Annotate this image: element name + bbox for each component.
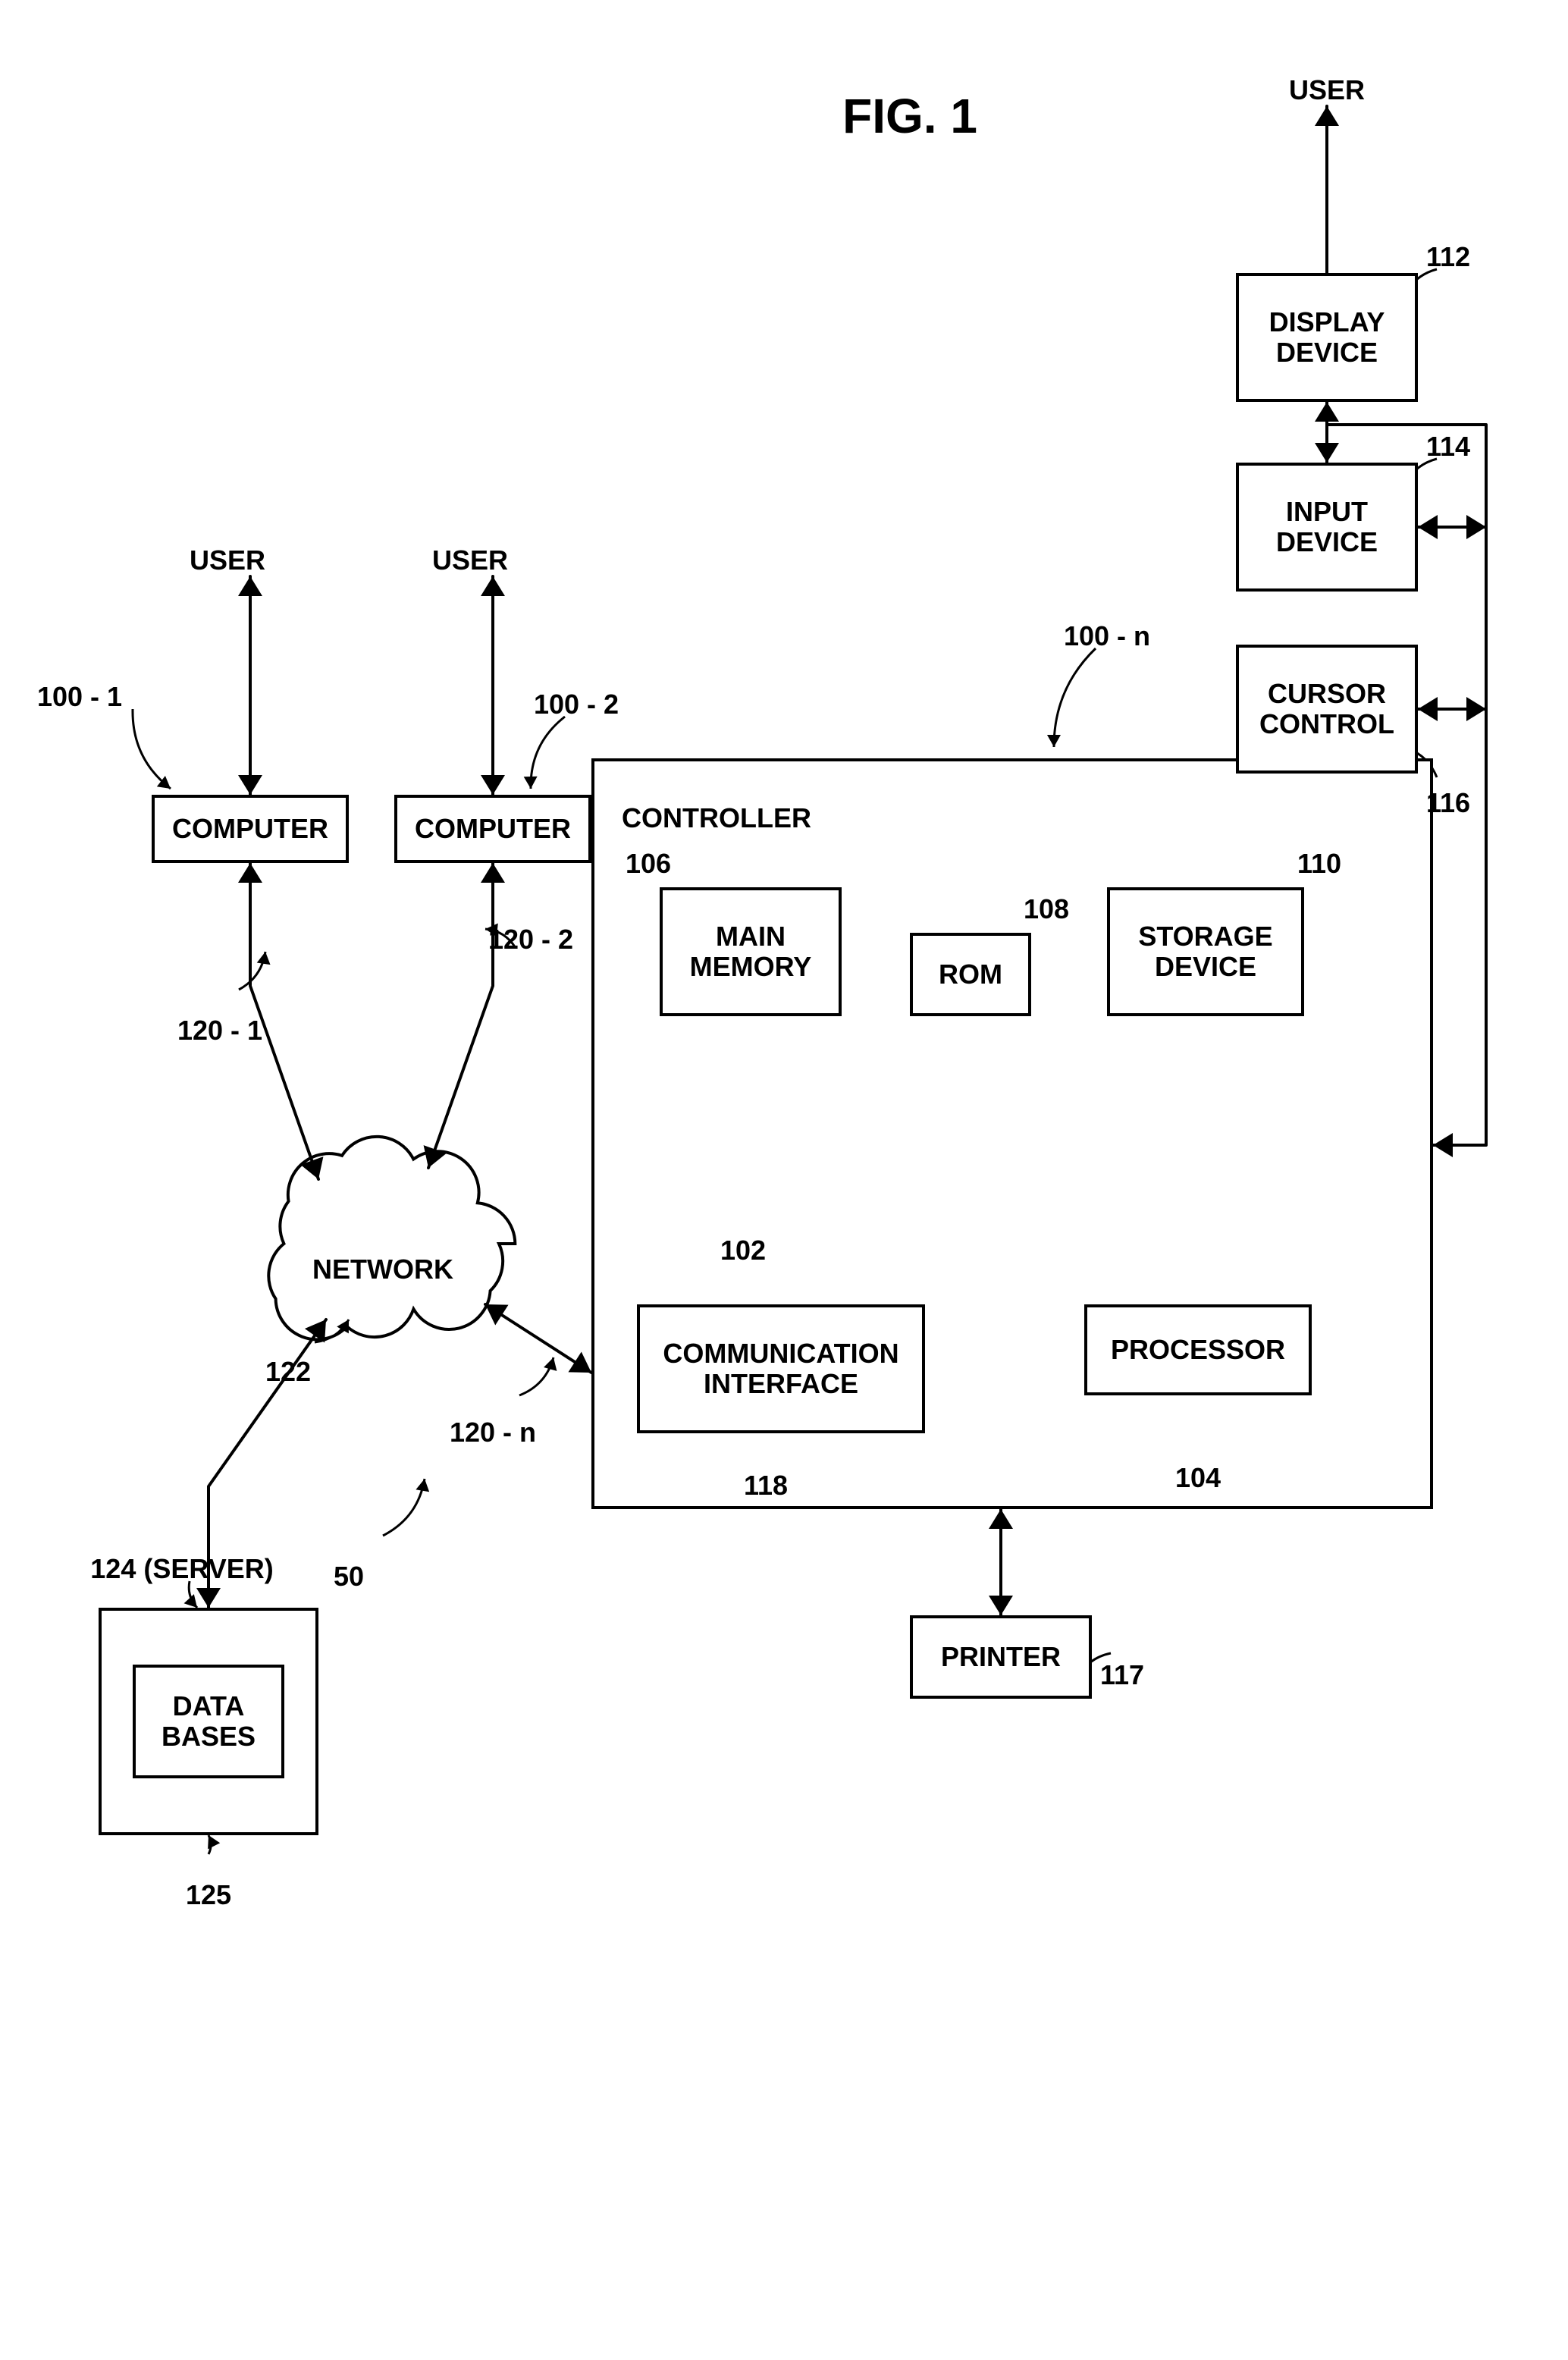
input-label: INPUT DEVICE bbox=[1276, 497, 1378, 557]
ref_100_2: 100 - 2 bbox=[425, 690, 728, 719]
ref_50-text: 50 bbox=[334, 1561, 364, 1592]
ref_108-text: 108 bbox=[1024, 893, 1069, 924]
ref_114: 114 bbox=[1297, 432, 1568, 461]
ref_120_1-text: 120 - 1 bbox=[177, 1015, 262, 1046]
ref_120_n-text: 120 - n bbox=[450, 1417, 536, 1448]
ref_116: 116 bbox=[1297, 789, 1568, 818]
display-box: DISPLAY DEVICE bbox=[1236, 273, 1418, 402]
ref_110: 110 bbox=[1168, 849, 1471, 878]
ref_100_1: 100 - 1 bbox=[0, 683, 231, 711]
display-label: DISPLAY DEVICE bbox=[1269, 307, 1385, 367]
figure-1-diagram: COMPUTER COMPUTER MAIN MEMORY ROM STORAGE DE… bbox=[0, 0, 1568, 2360]
ref_106-text: 106 bbox=[626, 848, 671, 879]
cursor-box: CURSOR CONTROL bbox=[1236, 645, 1418, 774]
ref_120_2: 120 - 2 bbox=[379, 925, 682, 954]
storage-label: STORAGE DEVICE bbox=[1138, 921, 1272, 981]
ref_117-text: 117 bbox=[1100, 1659, 1144, 1690]
controller_lbl-text: CONTROLLER bbox=[622, 802, 811, 833]
comm_if-box: COMMUNICATION INTERFACE bbox=[637, 1304, 925, 1433]
ref_108: 108 bbox=[895, 895, 1198, 924]
title-text: FIG. 1 bbox=[842, 89, 977, 143]
cursor-label: CURSOR CONTROL bbox=[1259, 679, 1394, 739]
ref_120_2-text: 120 - 2 bbox=[488, 924, 573, 955]
ref_124-text: 124 (SERVER) bbox=[90, 1553, 273, 1584]
title: FIG. 1 bbox=[758, 91, 1062, 142]
databases_inner-label: DATA BASES bbox=[162, 1691, 256, 1751]
ref_100_2-text: 100 - 2 bbox=[534, 689, 619, 720]
ref_116-text: 116 bbox=[1426, 787, 1470, 818]
ref_122-text: 122 bbox=[265, 1356, 311, 1387]
main_memory-box: MAIN MEMORY bbox=[660, 887, 842, 1016]
ref_125: 125 bbox=[57, 1881, 360, 1910]
ref_112-text: 112 bbox=[1426, 241, 1470, 272]
computer1-box: COMPUTER bbox=[152, 795, 349, 863]
ref_104: 104 bbox=[1046, 1464, 1350, 1492]
processor-label: PROCESSOR bbox=[1111, 1335, 1285, 1365]
databases_inner-box: DATA BASES bbox=[133, 1665, 284, 1778]
ref_112: 112 bbox=[1297, 243, 1568, 271]
ref_114-text: 114 bbox=[1426, 431, 1470, 462]
ref_118: 118 bbox=[614, 1471, 917, 1500]
ref_124: 124 (SERVER) bbox=[30, 1555, 334, 1583]
ref_120_1: 120 - 1 bbox=[68, 1016, 372, 1045]
user_input: USER bbox=[1175, 76, 1479, 105]
controller_lbl: CONTROLLER bbox=[622, 804, 1077, 833]
ref_100_n-text: 100 - n bbox=[1064, 620, 1150, 651]
processor-box: PROCESSOR bbox=[1084, 1304, 1312, 1395]
ref_102: 102 bbox=[591, 1236, 895, 1265]
ref_106: 106 bbox=[497, 849, 800, 878]
rom-label: ROM bbox=[939, 959, 1002, 990]
network_lbl: NETWORK bbox=[231, 1255, 535, 1284]
comm_if-label: COMMUNICATION INTERFACE bbox=[663, 1338, 898, 1398]
network-cloud bbox=[268, 1137, 515, 1339]
ref_100_n: 100 - n bbox=[955, 622, 1259, 651]
user_c1-text: USER bbox=[190, 544, 265, 576]
ref_117: 117 bbox=[971, 1661, 1274, 1690]
computer2-label: COMPUTER bbox=[415, 814, 571, 844]
ref_100_1-text: 100 - 1 bbox=[37, 681, 122, 712]
ref_118-text: 118 bbox=[744, 1470, 788, 1501]
computer1-label: COMPUTER bbox=[172, 814, 328, 844]
rom-box: ROM bbox=[910, 933, 1031, 1016]
user_input-text: USER bbox=[1289, 74, 1365, 105]
ref_122: 122 bbox=[136, 1357, 440, 1386]
main_memory-label: MAIN MEMORY bbox=[690, 921, 812, 981]
user_c2-text: USER bbox=[432, 544, 508, 576]
ref_104-text: 104 bbox=[1175, 1462, 1221, 1493]
ref_102-text: 102 bbox=[720, 1235, 766, 1266]
ref_120_n: 120 - n bbox=[341, 1418, 644, 1447]
ref_125-text: 125 bbox=[186, 1879, 231, 1910]
input-box: INPUT DEVICE bbox=[1236, 463, 1418, 592]
ref_110-text: 110 bbox=[1297, 848, 1341, 879]
network_lbl-text: NETWORK bbox=[312, 1254, 453, 1285]
user_c2: USER bbox=[318, 546, 622, 575]
